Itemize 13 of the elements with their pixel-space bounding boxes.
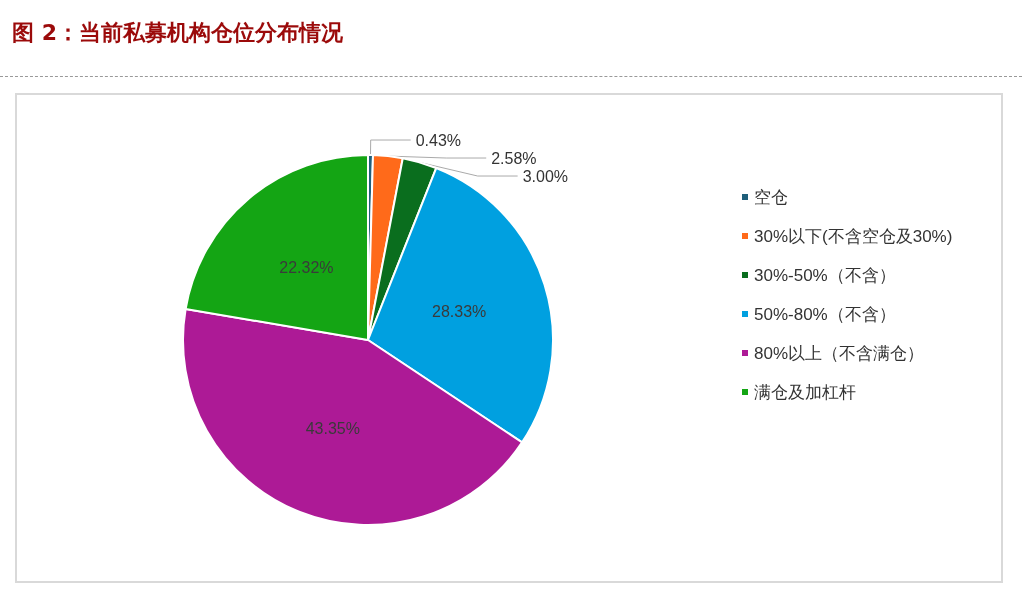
data-label: 2.58% [491,149,537,167]
data-label: 3.00% [522,167,569,185]
data-label: 43.35% [305,420,360,438]
data-label: 0.43% [415,131,462,149]
data-label: 22.32% [279,258,334,276]
data-label: 28.33% [432,302,487,320]
legend-label: 80%以上（不含满仓） [754,343,925,363]
legend-label: 30%-50%（不含） [754,265,896,285]
legend-label: 满仓及加杠杆 [754,382,856,402]
legend-label: 空仓 [754,187,788,207]
legend-label: 50%-80%（不含） [754,304,896,324]
legend-label: 30%以下(不含空仓及30%) [754,226,953,246]
chart-title: 图 2：当前私募机构仓位分布情况 [12,19,343,47]
